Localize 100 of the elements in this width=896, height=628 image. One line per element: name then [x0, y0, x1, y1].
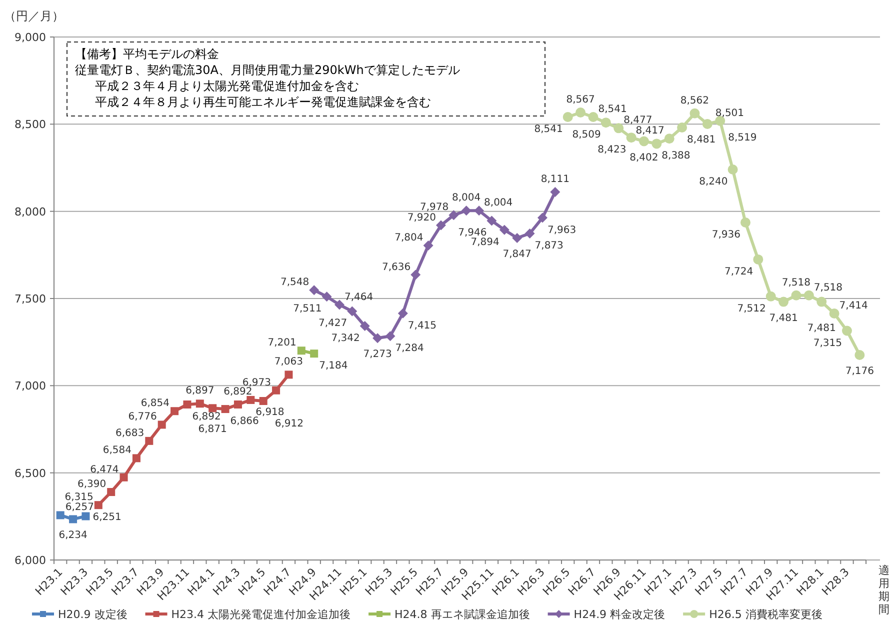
- data-label: 7,342: [331, 333, 360, 344]
- data-label: 6,315: [64, 492, 94, 504]
- point: [82, 512, 90, 520]
- data-label: 8,562: [680, 95, 710, 106]
- data-label: 6,776: [128, 412, 157, 423]
- data-label: 8,541: [534, 124, 563, 136]
- data-label: 7,315: [813, 338, 842, 349]
- data-label: 7,284: [395, 343, 424, 354]
- data-label: 8,423: [598, 144, 626, 156]
- data-label: 7,920: [407, 212, 436, 224]
- annotation: 平成２４年８月より再生可能エネルギー発電促進賦課金を含む: [95, 95, 431, 109]
- point: [309, 285, 320, 296]
- data-label: 7,978: [420, 202, 449, 214]
- point: [537, 212, 548, 223]
- point: [829, 308, 840, 318]
- point: [664, 134, 674, 144]
- data-label: 7,481: [769, 312, 798, 324]
- data-label: 7,464: [344, 292, 374, 303]
- data-label: 7,273: [363, 349, 392, 360]
- point: [196, 400, 204, 408]
- point: [284, 370, 293, 379]
- point: [436, 220, 446, 230]
- y-tick-label: 9,000: [14, 31, 46, 44]
- point: [652, 138, 662, 149]
- data-label: 7,511: [293, 304, 322, 315]
- annotation: 平成２３年４月より太陽光発電促進付加金を含む: [95, 79, 359, 93]
- data-label: 7,873: [534, 240, 564, 252]
- point: [576, 107, 586, 118]
- data-label: 7,512: [737, 303, 766, 314]
- data-label: 8,501: [715, 108, 744, 119]
- y-axis-title: （円／月）: [4, 9, 64, 23]
- data-label: 6,866: [230, 416, 259, 428]
- data-label: 7,724: [724, 266, 754, 278]
- data-label: 7,184: [319, 360, 348, 372]
- point: [183, 400, 192, 408]
- data-label: 7,936: [712, 229, 740, 240]
- point: [158, 420, 166, 429]
- point: [588, 112, 598, 122]
- data-label: 8,477: [624, 115, 652, 126]
- data-label: 8,111: [540, 174, 570, 185]
- data-label: 7,946: [458, 228, 487, 239]
- point: [474, 206, 484, 216]
- point: [347, 306, 358, 316]
- data-label: 6,683: [116, 428, 144, 439]
- point: [310, 350, 318, 358]
- data-label: 6,234: [58, 530, 88, 542]
- data-label: 8,240: [699, 176, 728, 188]
- point: [766, 291, 776, 302]
- point: [690, 108, 700, 118]
- point: [423, 240, 434, 251]
- point: [360, 321, 370, 332]
- point: [170, 407, 179, 416]
- point: [334, 300, 344, 310]
- data-label: 7,481: [807, 323, 836, 334]
- y-tick-label: 8,500: [14, 118, 46, 132]
- data-label: 6,390: [77, 479, 106, 490]
- data-label: 6,973: [242, 377, 272, 388]
- point: [626, 132, 636, 143]
- data-label: 7,415: [408, 320, 437, 332]
- legend-label: H24.9 料金改定後: [574, 608, 666, 621]
- point: [778, 296, 789, 307]
- data-label: 7,201: [268, 338, 296, 349]
- data-label: 7,963: [547, 224, 576, 236]
- y-tick-label: 6,000: [14, 554, 46, 567]
- point: [107, 488, 116, 496]
- point: [272, 386, 280, 394]
- y-tick-label: 7,500: [14, 292, 46, 306]
- y-tick-label: 7,000: [14, 380, 46, 393]
- data-label: 8,481: [687, 134, 716, 146]
- data-label: 7,804: [394, 232, 424, 244]
- y-tick-label: 6,500: [14, 466, 46, 480]
- point: [234, 400, 242, 408]
- point: [753, 254, 764, 264]
- data-label: 6,584: [102, 445, 132, 456]
- data-label: 7,548: [280, 277, 310, 288]
- point: [94, 501, 102, 510]
- point: [208, 404, 217, 412]
- point: [791, 290, 802, 300]
- legend-label: H24.8 再エネ賦課金追加後: [394, 608, 530, 621]
- point: [448, 210, 459, 220]
- point: [246, 396, 255, 404]
- data-label: 7,414: [839, 300, 868, 312]
- data-label: 6,912: [274, 418, 304, 430]
- legend-label: H23.4 太陽光発電促進付加金追加後: [171, 608, 351, 621]
- legend-label: H26.5 消費税率変更後: [709, 608, 822, 621]
- data-label: 7,518: [814, 282, 843, 294]
- data-label: 6,854: [140, 398, 170, 410]
- data-label: 8,004: [484, 198, 513, 209]
- point: [322, 292, 332, 302]
- point: [816, 296, 827, 307]
- point: [562, 112, 573, 122]
- data-label: 7,176: [845, 366, 874, 377]
- data-label: 6,474: [90, 464, 119, 476]
- legend-label: H20.9 改定後: [58, 608, 128, 621]
- point: [600, 118, 611, 128]
- point: [132, 454, 140, 462]
- data-label: 7,518: [782, 277, 811, 288]
- y-tick-label: 8,000: [14, 205, 46, 218]
- data-label: 7,427: [318, 318, 348, 330]
- point: [614, 123, 624, 134]
